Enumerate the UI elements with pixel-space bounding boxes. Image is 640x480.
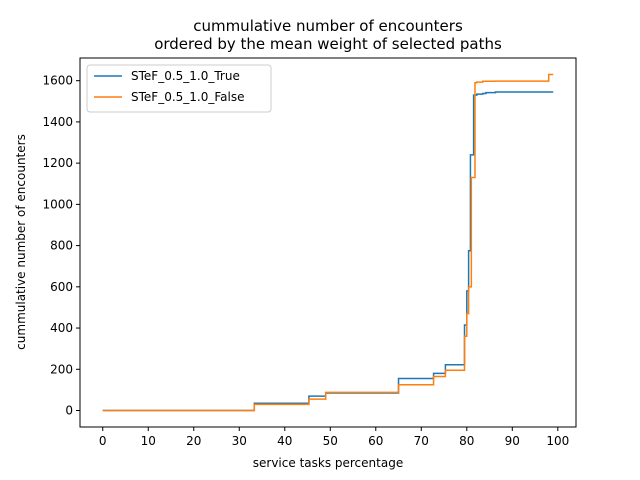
x-tick-label: 0 <box>99 434 107 448</box>
y-tick-label: 1000 <box>42 197 73 211</box>
x-axis: 0 10 20 30 40 50 60 70 80 90 100 <box>99 427 569 448</box>
x-tick-label: 30 <box>232 434 247 448</box>
series-layer <box>102 73 554 412</box>
legend-label-2: STeF_0.5_1.0_False <box>131 90 244 104</box>
x-tick-label: 70 <box>414 434 429 448</box>
x-tick-label: 80 <box>459 434 474 448</box>
y-axis-label: cummulative number of encounters <box>14 134 28 350</box>
y-tick-label: 200 <box>50 362 73 376</box>
x-tick-label: 50 <box>323 434 338 448</box>
x-tick-label: 60 <box>368 434 383 448</box>
series-line-1 <box>102 91 554 412</box>
x-tick-label: 90 <box>505 434 520 448</box>
x-tick-label: 10 <box>141 434 156 448</box>
y-tick-label: 600 <box>50 280 73 294</box>
x-tick-label: 20 <box>186 434 201 448</box>
x-axis-label: service tasks percentage <box>253 456 403 470</box>
chart-title: cummulative number of encounters ordered… <box>154 17 502 53</box>
title-line-1: cummulative number of encounters <box>193 17 463 35</box>
x-tick-label: 40 <box>277 434 292 448</box>
y-tick-label: 800 <box>50 239 73 253</box>
legend-label-1: STeF_0.5_1.0_True <box>131 69 240 83</box>
x-tick-label: 100 <box>546 434 569 448</box>
y-tick-label: 1400 <box>42 115 73 129</box>
y-tick-label: 1600 <box>42 74 73 88</box>
axes-frame <box>79 57 577 428</box>
y-tick-label: 0 <box>65 404 73 418</box>
title-line-2: ordered by the mean weight of selected p… <box>154 35 502 53</box>
y-tick-label: 1200 <box>42 156 73 170</box>
y-tick-label: 400 <box>50 321 73 335</box>
series-line-2 <box>102 73 554 412</box>
legend: STeF_0.5_1.0_True STeF_0.5_1.0_False <box>86 64 272 113</box>
y-axis: 0 200 400 600 800 1000 1200 1400 1600 <box>42 74 80 418</box>
legend-box <box>86 64 272 113</box>
